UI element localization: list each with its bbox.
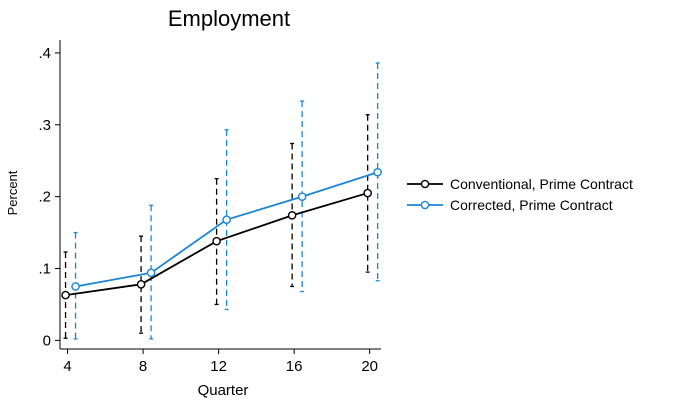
y-tick-label: .3: [38, 117, 51, 134]
legend-entry: Conventional, Prime Contract: [407, 176, 633, 192]
data-point: [363, 188, 372, 198]
data-point: [297, 192, 307, 201]
legend-marker: [420, 200, 430, 210]
y-tick-label: .1: [38, 261, 51, 278]
legend-marker: [420, 179, 430, 189]
y-tick-label: .2: [38, 189, 51, 206]
error-bar: [224, 129, 229, 311]
data-point: [212, 236, 221, 246]
x-axis-label: Quarter: [198, 382, 249, 399]
series-line-1: [75, 171, 378, 288]
legend-label: Conventional, Prime Contract: [450, 176, 633, 192]
data-point: [287, 211, 297, 220]
error-bar: [375, 62, 380, 282]
data-point: [61, 290, 70, 300]
legend-entry: Corrected, Prime Contract: [407, 197, 613, 213]
x-tick-label: 4: [63, 358, 71, 375]
error-bar: [149, 204, 154, 340]
x-tick-label: 16: [286, 358, 303, 375]
error-bar: [365, 114, 370, 273]
x-tick-label: 12: [210, 358, 227, 375]
data-point: [222, 215, 231, 224]
data-point: [136, 280, 146, 289]
x-tick-label: 20: [361, 358, 378, 375]
error-bar: [139, 235, 144, 334]
data-point: [71, 282, 80, 291]
data-point: [373, 167, 382, 177]
chart-title: Employment: [168, 6, 290, 31]
legend-label: Corrected, Prime Contract: [450, 197, 613, 213]
data-point: [146, 268, 156, 278]
y-tick-label: 0: [43, 332, 51, 349]
y-axis-label: Percent: [5, 170, 20, 215]
x-tick-label: 8: [139, 358, 147, 375]
y-tick-label: .4: [38, 45, 51, 62]
